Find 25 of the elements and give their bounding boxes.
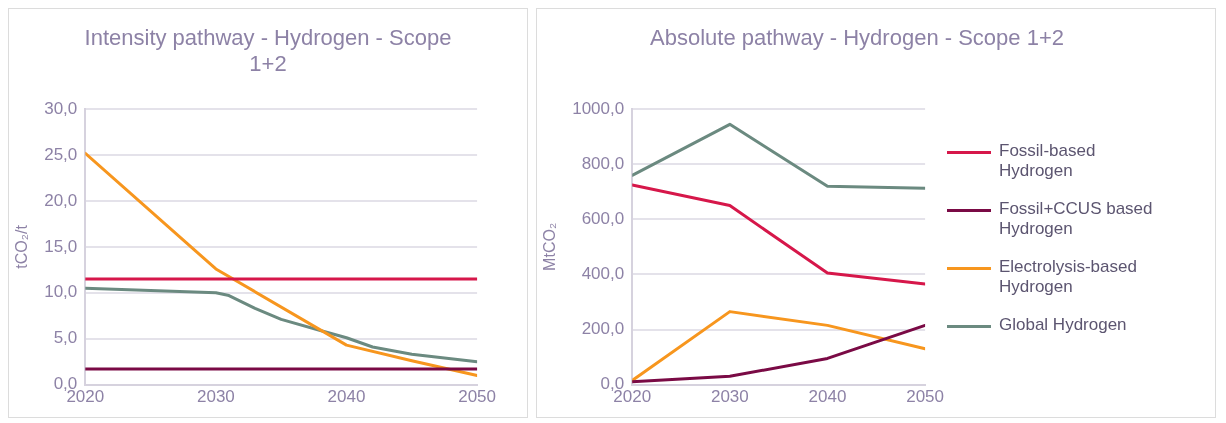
legend-label: Fossil-based Hydrogen bbox=[999, 141, 1097, 181]
x-tick-label: 2030 bbox=[710, 387, 749, 407]
x-tick-label: 2030 bbox=[196, 387, 235, 407]
y-axis-title: MtCO₂ bbox=[541, 222, 559, 271]
legend-label: Global Hydrogen bbox=[999, 315, 1128, 335]
y-tick-label: 200,0 bbox=[581, 319, 625, 339]
legend-label: Electrolysis-based Hydrogen bbox=[999, 257, 1138, 297]
x-tick-label: 2050 bbox=[906, 387, 944, 407]
x-tick-label: 2040 bbox=[327, 387, 366, 407]
y-axis-title: tCO₂/t bbox=[13, 224, 31, 269]
chart-title: Absolute pathway - Hydrogen - Scope 1+2 bbox=[649, 25, 1065, 52]
y-tick-label: 10,0 bbox=[44, 282, 78, 302]
y-tick-label: 20,0 bbox=[44, 190, 78, 210]
x-tick-label: 2040 bbox=[808, 387, 847, 407]
y-tick-label: 15,0 bbox=[44, 236, 78, 256]
y-tick-label: 600,0 bbox=[581, 209, 625, 229]
y-tick-label: 400,0 bbox=[581, 264, 625, 284]
y-tick-label: 25,0 bbox=[44, 144, 78, 164]
chart-title: Intensity pathway - Hydrogen - Scope 1+2 bbox=[83, 25, 453, 78]
y-tick-label: 1000,0 bbox=[572, 98, 625, 118]
y-tick-label: 5,0 bbox=[53, 328, 78, 348]
x-tick-label: 2050 bbox=[458, 387, 496, 407]
y-tick-label: 800,0 bbox=[581, 153, 625, 173]
legend-label: Fossil+CCUS based Hydrogen bbox=[999, 199, 1154, 239]
y-tick-label: 30,0 bbox=[44, 98, 78, 118]
